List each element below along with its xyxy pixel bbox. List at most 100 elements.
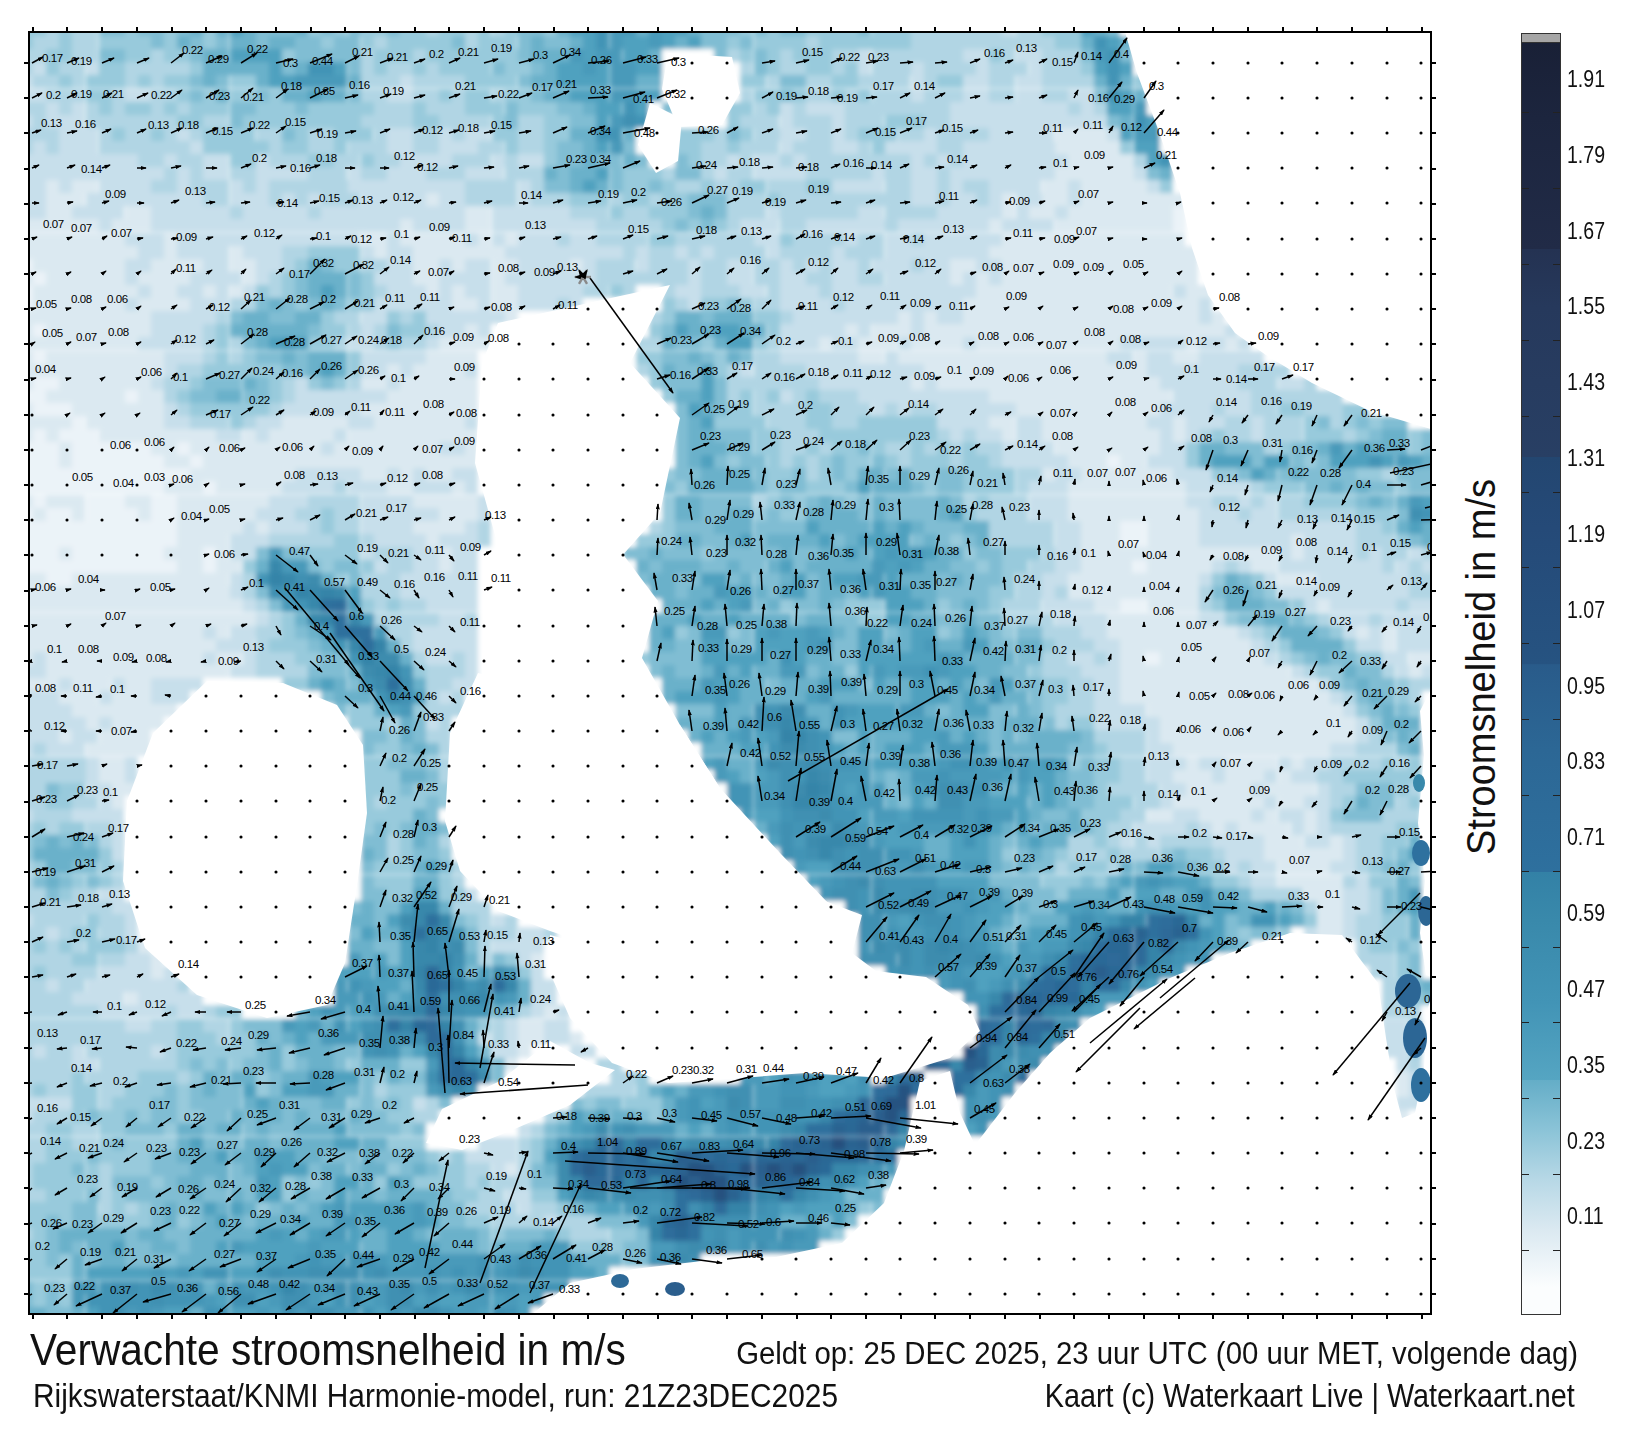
svg-text:0.09: 0.09 bbox=[1151, 297, 1172, 309]
svg-text:0.11: 0.11 bbox=[798, 300, 818, 312]
svg-text:0.19: 0.19 bbox=[808, 183, 829, 195]
svg-text:0.07: 0.07 bbox=[1249, 647, 1270, 659]
svg-text:0.17: 0.17 bbox=[1226, 830, 1247, 842]
svg-text:0.06: 0.06 bbox=[282, 441, 303, 453]
svg-text:0.31: 0.31 bbox=[1262, 437, 1283, 449]
svg-text:0.16: 0.16 bbox=[1389, 757, 1410, 769]
svg-text:0.17: 0.17 bbox=[289, 268, 310, 280]
svg-text:0.35: 0.35 bbox=[314, 85, 335, 97]
svg-text:0.4: 0.4 bbox=[943, 933, 959, 945]
svg-text:0.3: 0.3 bbox=[533, 49, 548, 61]
svg-text:0.99: 0.99 bbox=[1047, 992, 1068, 1004]
svg-text:0.39: 0.39 bbox=[976, 960, 997, 972]
svg-text:0.38: 0.38 bbox=[938, 545, 959, 557]
svg-text:0.18: 0.18 bbox=[556, 1110, 577, 1122]
svg-text:0.96: 0.96 bbox=[770, 1147, 791, 1159]
svg-text:0.32: 0.32 bbox=[250, 1182, 271, 1194]
svg-text:0.43: 0.43 bbox=[357, 1285, 378, 1297]
svg-text:0.41: 0.41 bbox=[566, 1252, 587, 1264]
svg-text:0.54: 0.54 bbox=[867, 825, 889, 837]
svg-text:0.3: 0.3 bbox=[976, 863, 991, 875]
svg-text:0.25: 0.25 bbox=[420, 757, 441, 769]
svg-text:0.21: 0.21 bbox=[1262, 930, 1283, 942]
svg-text:0.18: 0.18 bbox=[808, 366, 829, 378]
svg-text:0.34: 0.34 bbox=[764, 790, 786, 802]
svg-text:0.35: 0.35 bbox=[705, 684, 726, 696]
svg-text:0.34: 0.34 bbox=[314, 1282, 336, 1294]
svg-text:0.21: 0.21 bbox=[489, 894, 510, 906]
svg-text:0.12: 0.12 bbox=[387, 472, 408, 484]
svg-text:0.33: 0.33 bbox=[840, 648, 861, 660]
svg-text:0.45: 0.45 bbox=[1046, 928, 1067, 940]
svg-text:0.24: 0.24 bbox=[803, 435, 825, 447]
svg-text:0.38: 0.38 bbox=[766, 618, 787, 630]
svg-text:0.13: 0.13 bbox=[317, 470, 338, 482]
svg-text:0.82: 0.82 bbox=[1148, 937, 1169, 949]
svg-text:0.16: 0.16 bbox=[563, 1203, 584, 1215]
svg-text:0.52: 0.52 bbox=[738, 1218, 759, 1230]
svg-text:0.3: 0.3 bbox=[627, 1110, 642, 1122]
svg-text:0.33: 0.33 bbox=[1088, 761, 1109, 773]
svg-text:0.94: 0.94 bbox=[976, 1032, 998, 1044]
svg-text:0.23: 0.23 bbox=[1330, 615, 1351, 627]
svg-text:0.13: 0.13 bbox=[109, 888, 130, 900]
svg-text:0.08: 0.08 bbox=[1084, 326, 1105, 338]
svg-text:0.2: 0.2 bbox=[633, 1204, 648, 1216]
svg-text:0.34: 0.34 bbox=[429, 1181, 451, 1193]
svg-text:0.26: 0.26 bbox=[698, 124, 719, 136]
svg-text:0.09: 0.09 bbox=[973, 365, 994, 377]
svg-text:0.39: 0.39 bbox=[979, 886, 1000, 898]
svg-text:0.42: 0.42 bbox=[983, 645, 1004, 657]
svg-text:0.06: 0.06 bbox=[35, 581, 56, 593]
svg-text:0.19: 0.19 bbox=[765, 196, 786, 208]
svg-text:0.08: 0.08 bbox=[488, 332, 509, 344]
svg-text:0.65: 0.65 bbox=[427, 925, 448, 937]
svg-text:0.09: 0.09 bbox=[534, 266, 555, 278]
svg-text:0.39: 0.39 bbox=[971, 822, 992, 834]
svg-text:0.2: 0.2 bbox=[113, 1075, 128, 1087]
svg-text:0.11: 0.11 bbox=[385, 406, 405, 418]
svg-text:0.12: 0.12 bbox=[175, 333, 196, 345]
svg-text:1.01: 1.01 bbox=[915, 1099, 936, 1111]
svg-text:0.18: 0.18 bbox=[808, 85, 829, 97]
svg-text:0.37: 0.37 bbox=[388, 967, 409, 979]
svg-text:0.08: 0.08 bbox=[422, 469, 443, 481]
svg-text:0.1: 0.1 bbox=[1326, 717, 1341, 729]
svg-text:0.73: 0.73 bbox=[799, 1134, 820, 1146]
svg-text:0.22: 0.22 bbox=[1089, 712, 1110, 724]
svg-text:0.4: 0.4 bbox=[838, 795, 854, 807]
svg-text:0.7: 0.7 bbox=[1182, 922, 1197, 934]
svg-text:0.07: 0.07 bbox=[1220, 757, 1241, 769]
svg-text:0.11: 0.11 bbox=[452, 232, 472, 244]
svg-text:0.35: 0.35 bbox=[910, 579, 931, 591]
svg-text:0.32: 0.32 bbox=[693, 1064, 714, 1076]
svg-text:0.11: 0.11 bbox=[1013, 227, 1033, 239]
svg-text:0.2: 0.2 bbox=[1332, 649, 1347, 661]
svg-text:0.15: 0.15 bbox=[319, 192, 340, 204]
svg-text:0.33: 0.33 bbox=[457, 1277, 478, 1289]
svg-text:0.29: 0.29 bbox=[807, 644, 828, 656]
svg-text:0.23: 0.23 bbox=[700, 324, 721, 336]
svg-text:0.41: 0.41 bbox=[388, 1000, 409, 1012]
svg-text:0.22: 0.22 bbox=[1288, 466, 1309, 478]
svg-text:0.25: 0.25 bbox=[946, 503, 967, 515]
svg-text:0.11: 0.11 bbox=[880, 290, 900, 302]
svg-text:0.4: 0.4 bbox=[314, 620, 330, 632]
svg-text:0.13: 0.13 bbox=[352, 194, 373, 206]
svg-text:0.25: 0.25 bbox=[736, 619, 757, 631]
svg-text:0.31: 0.31 bbox=[1015, 643, 1036, 655]
svg-text:0.16: 0.16 bbox=[843, 157, 864, 169]
svg-text:0.37: 0.37 bbox=[110, 1284, 131, 1296]
svg-text:0.1: 0.1 bbox=[107, 1000, 122, 1012]
svg-text:0.37: 0.37 bbox=[984, 620, 1005, 632]
svg-text:0.36: 0.36 bbox=[660, 1251, 681, 1263]
svg-text:0.22: 0.22 bbox=[247, 43, 268, 55]
svg-text:0.07: 0.07 bbox=[422, 443, 443, 455]
svg-text:0.11: 0.11 bbox=[425, 544, 445, 556]
svg-text:0.11: 0.11 bbox=[420, 291, 440, 303]
svg-text:0.18: 0.18 bbox=[696, 224, 717, 236]
svg-text:0.24: 0.24 bbox=[103, 1137, 125, 1149]
svg-text:0.4: 0.4 bbox=[356, 1003, 372, 1015]
svg-text:0.16: 0.16 bbox=[774, 371, 795, 383]
svg-text:0.07: 0.07 bbox=[111, 227, 132, 239]
